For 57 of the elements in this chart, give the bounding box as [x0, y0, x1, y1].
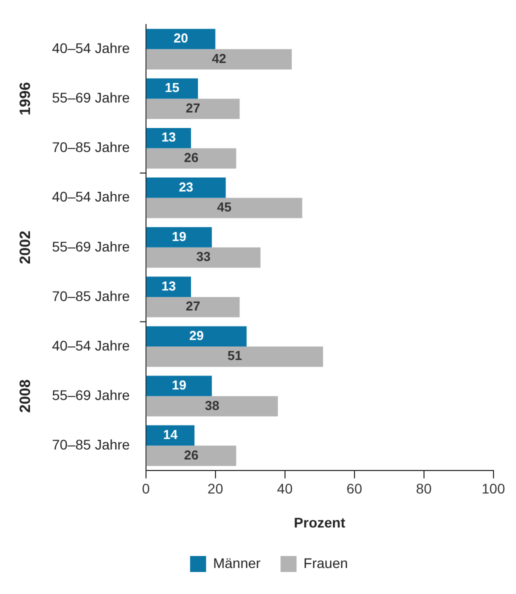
bar — [146, 346, 324, 367]
text: 1996 — [17, 82, 34, 116]
bar — [146, 148, 236, 169]
bar — [146, 396, 278, 416]
data-label: 38 — [204, 398, 220, 413]
y-tick-label: 55–69 Jahre — [52, 386, 130, 403]
data-label: 27 — [186, 298, 200, 314]
bar — [146, 49, 292, 70]
bar — [146, 198, 302, 218]
x-tick-label: 60 — [346, 480, 362, 497]
data-label: 13 — [161, 130, 176, 145]
data-label: 27 — [186, 100, 200, 116]
data-label: 19 — [172, 228, 186, 244]
x-axis-title: Prozent — [294, 514, 346, 530]
data-label: 15 — [164, 80, 180, 96]
data-label: 13 — [161, 278, 176, 294]
x-tick-label: 100 — [482, 480, 506, 497]
x-tick-label: 80 — [416, 480, 432, 497]
bar — [146, 296, 240, 318]
data-label: 23 — [178, 179, 194, 194]
bar — [146, 326, 247, 347]
text: 2002 — [17, 230, 34, 264]
data-label: 33 — [196, 249, 211, 264]
y-tick-label: 55–69 Jahre — [52, 238, 130, 254]
data-label: 26 — [184, 150, 198, 166]
x-tick-label: 0 — [142, 480, 150, 497]
bar — [146, 98, 240, 120]
bar — [146, 446, 236, 466]
bar — [146, 276, 192, 297]
bar — [146, 227, 212, 248]
y-tick-label: 40–54 Jahre — [52, 188, 130, 205]
bar — [146, 376, 212, 396]
y-tick-label: 55–69 Jahre — [52, 90, 130, 106]
data-label: 45 — [217, 200, 232, 215]
y-tick-label: 40–54 Jahre — [52, 337, 130, 354]
x-tick-label: 20 — [208, 480, 224, 497]
data-label: 29 — [189, 328, 204, 343]
legend-label: Männer — [213, 554, 261, 571]
legend-label: Frauen — [304, 554, 348, 571]
bar — [146, 178, 226, 198]
bar — [146, 425, 194, 446]
y-tick-label: 40–54 Jahre — [52, 40, 130, 56]
y-tick-label: 70–85 Jahre — [52, 139, 130, 156]
text: 2008 — [17, 379, 34, 413]
data-label: 20 — [174, 30, 188, 46]
y-tick-label: 70–85 Jahre — [52, 436, 130, 452]
bar — [146, 28, 216, 50]
x-tick-label: 40 — [277, 480, 293, 497]
data-label: 19 — [172, 377, 186, 392]
data-label: 14 — [163, 427, 178, 442]
y-tick-label: 70–85 Jahre — [52, 288, 130, 304]
bar — [146, 128, 192, 148]
data-label: 51 — [227, 348, 242, 364]
bar — [146, 78, 198, 99]
data-label: 42 — [212, 50, 226, 66]
bar — [146, 247, 261, 268]
data-label: 26 — [184, 447, 198, 462]
